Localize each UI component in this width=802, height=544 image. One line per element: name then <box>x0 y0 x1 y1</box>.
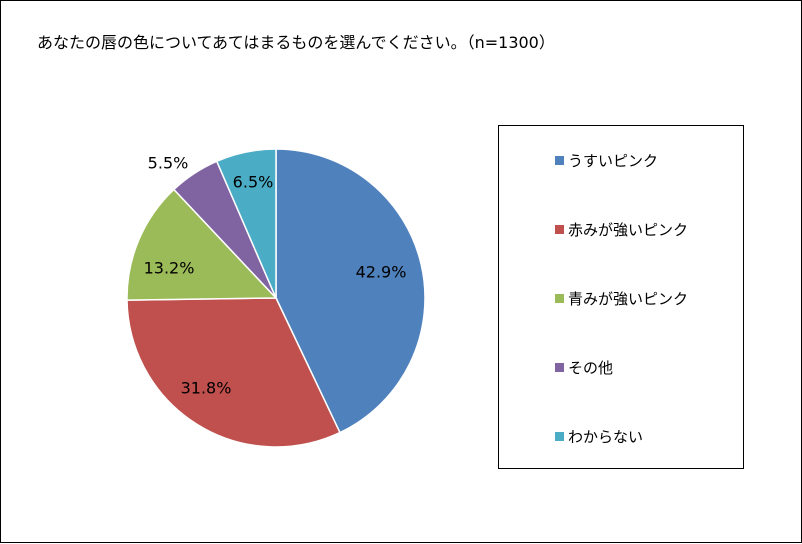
legend-label: 青みが強いピンク <box>568 289 689 308</box>
legend-item-3: 青みが強いピンク <box>555 288 688 308</box>
chart-title: あなたの唇の色についてあてはまるものを選んでください。（n=1300） <box>37 33 555 52</box>
pie-slice-5 <box>215 148 277 299</box>
legend-swatch <box>555 224 564 234</box>
pie-slice-3 <box>126 188 278 301</box>
pie-slice-2 <box>126 297 341 448</box>
legend-swatch <box>555 293 564 303</box>
pie-slice-1 <box>275 148 426 434</box>
data-label-2: 31.8% <box>181 379 232 398</box>
legend-swatch <box>555 362 564 372</box>
legend-label: その他 <box>568 358 614 377</box>
legend-swatch <box>555 431 564 441</box>
legend-label: わからない <box>568 427 644 446</box>
legend-swatch <box>555 155 564 165</box>
data-label-1: 42.9% <box>356 263 407 282</box>
legend-item-1: うすいピンク <box>555 150 658 170</box>
data-label-5: 6.5% <box>233 173 274 192</box>
legend-item-2: 赤みが強いピンク <box>555 219 688 239</box>
legend-label: 赤みが強いピンク <box>568 220 689 239</box>
legend-item-4: その他 <box>555 357 613 377</box>
legend: うすいピンク赤みが強いピンク 青みが強いピンク その他わからない <box>498 125 744 469</box>
legend-label: うすいピンク <box>568 151 659 170</box>
data-label-3: 13.2% <box>144 259 195 278</box>
data-label-4: 5.5% <box>148 154 189 173</box>
legend-item-5: わからない <box>555 426 643 446</box>
